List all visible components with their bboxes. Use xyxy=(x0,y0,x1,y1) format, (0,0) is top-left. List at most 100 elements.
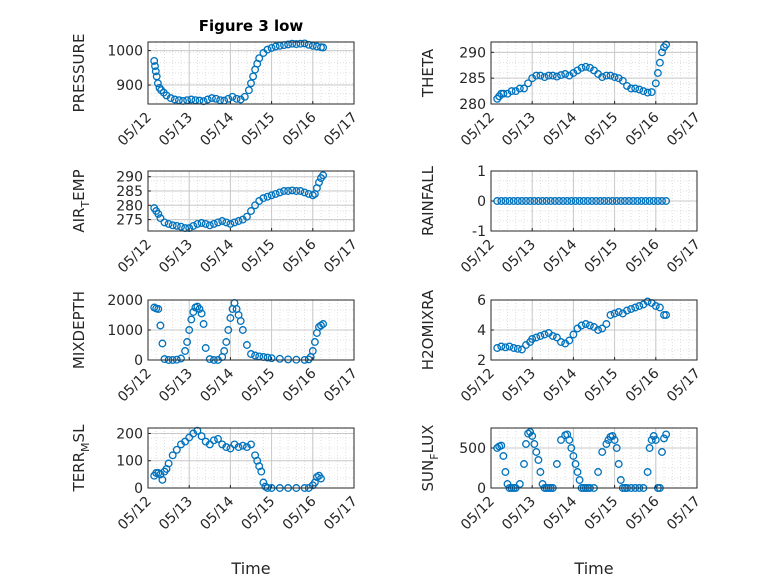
y-tick-label: 290 xyxy=(459,45,486,61)
subplot-4: -1 0 1 05/12 05/13 05/14 05/15 05/16 05/17 RAINFA… xyxy=(419,164,704,276)
data-point xyxy=(627,305,636,313)
data-point xyxy=(218,217,227,225)
data-point xyxy=(183,338,192,346)
data-point xyxy=(550,197,559,205)
data-point xyxy=(214,434,222,443)
data-point xyxy=(594,326,603,334)
data-point xyxy=(561,70,570,78)
data-point xyxy=(157,86,166,95)
data-point xyxy=(662,40,671,49)
data-point xyxy=(538,197,547,205)
data-point xyxy=(497,441,506,450)
y-tick-label: 0 xyxy=(134,481,143,497)
y-tick-label: 285 xyxy=(459,71,486,87)
y-tick-label: 4 xyxy=(477,323,486,339)
x-tick-label: 05/14 xyxy=(540,365,580,405)
data-point xyxy=(263,192,272,201)
data-point xyxy=(280,187,288,195)
x-tick-label: 05/13 xyxy=(156,110,196,150)
data-point xyxy=(629,197,638,205)
data-point xyxy=(596,197,605,205)
data-point xyxy=(610,73,619,82)
data-point xyxy=(637,197,646,205)
data-point xyxy=(526,197,535,205)
data-point xyxy=(319,320,328,328)
data-point xyxy=(625,197,633,205)
data-point xyxy=(536,332,545,340)
data-point xyxy=(156,321,165,330)
data-point xyxy=(153,79,162,88)
data-point xyxy=(620,197,629,205)
data-point xyxy=(251,351,260,360)
data-point xyxy=(567,197,576,205)
data-point xyxy=(635,85,644,94)
x-tick-label: 05/14 xyxy=(197,109,237,149)
data-point xyxy=(608,432,617,440)
data-point xyxy=(317,474,325,483)
data-point xyxy=(164,219,173,228)
data-point xyxy=(534,197,543,205)
data-point xyxy=(154,209,163,218)
data-point xyxy=(513,344,522,353)
data-point xyxy=(226,314,235,322)
data-point xyxy=(530,440,539,448)
data-point xyxy=(271,189,280,198)
x-tick-label: 05/16 xyxy=(623,493,663,533)
data-point xyxy=(315,178,323,187)
data-point xyxy=(563,197,572,205)
data-point xyxy=(602,320,611,328)
y-axis-label: THETA xyxy=(419,48,437,98)
x-tick-label: 05/15 xyxy=(582,366,622,406)
data-point xyxy=(501,468,510,476)
data-point xyxy=(610,436,619,444)
data-point xyxy=(181,437,190,446)
data-point xyxy=(216,96,225,105)
data-point xyxy=(201,219,210,228)
data-point xyxy=(168,221,177,230)
data-point xyxy=(247,350,255,358)
data-point xyxy=(224,326,233,334)
data-point xyxy=(249,72,258,81)
data-point xyxy=(532,333,541,342)
data-point xyxy=(600,197,609,205)
data-point xyxy=(296,187,305,195)
data-point xyxy=(251,201,260,210)
data-point xyxy=(164,459,173,468)
data-point xyxy=(205,355,214,364)
data-point xyxy=(267,43,276,52)
data-point xyxy=(559,197,568,205)
data-point xyxy=(552,460,561,468)
y-axis-label: SUNFLUX xyxy=(419,425,441,492)
data-point xyxy=(151,67,160,76)
data-point xyxy=(507,87,516,96)
data-point xyxy=(271,42,280,51)
data-point xyxy=(505,197,514,205)
data-point xyxy=(195,305,204,313)
data-point xyxy=(552,333,561,342)
data-point xyxy=(569,452,578,460)
data-point xyxy=(571,197,580,205)
y-tick-label: 0 xyxy=(134,353,143,369)
data-point xyxy=(645,444,654,452)
data-point xyxy=(209,436,218,445)
x-tick-label: 05/16 xyxy=(280,365,320,405)
data-point xyxy=(222,218,231,227)
x-tick-label: 05/17 xyxy=(321,366,361,406)
x-tick-label: 05/13 xyxy=(499,366,539,406)
x-tick-label: 05/14 xyxy=(197,493,237,533)
x-tick-label: 05/15 xyxy=(582,110,622,150)
data-point xyxy=(522,440,530,448)
data-point xyxy=(275,354,284,363)
data-point xyxy=(579,197,588,205)
x-tick-label: 05/13 xyxy=(156,494,196,534)
data-point xyxy=(585,321,594,330)
data-point xyxy=(602,440,611,448)
data-point xyxy=(631,84,640,93)
data-point xyxy=(501,343,510,352)
y-tick-label: 1000 xyxy=(107,44,143,60)
data-point xyxy=(643,297,652,306)
y-tick-label: 0 xyxy=(477,481,486,497)
y-tick-label: 280 xyxy=(459,97,486,113)
data-point xyxy=(651,302,660,310)
x-tick-label: 05/12 xyxy=(458,366,498,406)
